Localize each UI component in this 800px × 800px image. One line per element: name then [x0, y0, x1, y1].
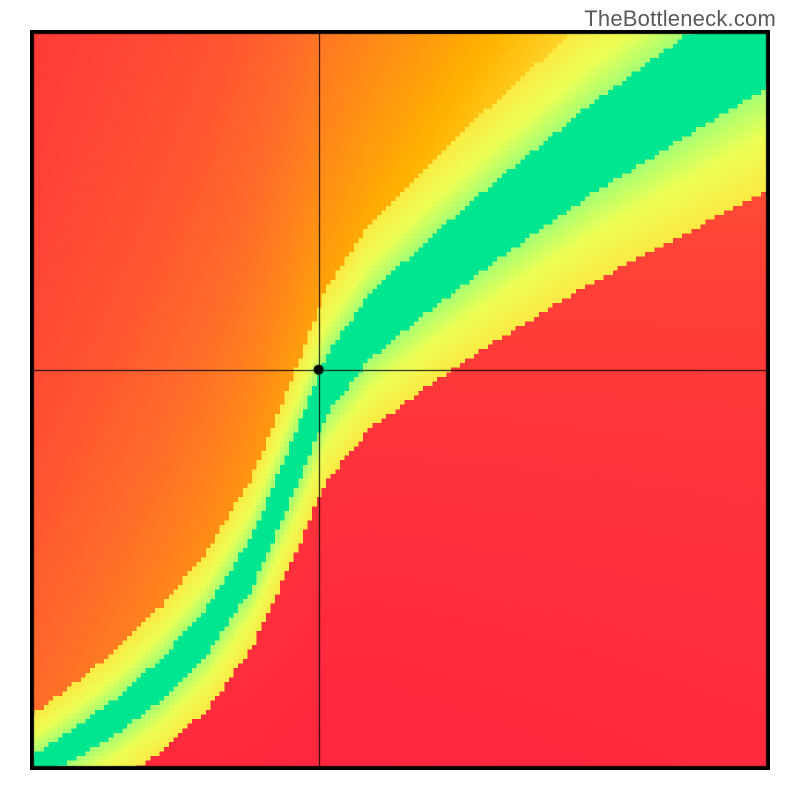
overlay-canvas	[30, 30, 770, 770]
plot-area	[30, 30, 770, 770]
figure-container: TheBottleneck.com	[0, 0, 800, 800]
watermark-text: TheBottleneck.com	[584, 6, 776, 32]
